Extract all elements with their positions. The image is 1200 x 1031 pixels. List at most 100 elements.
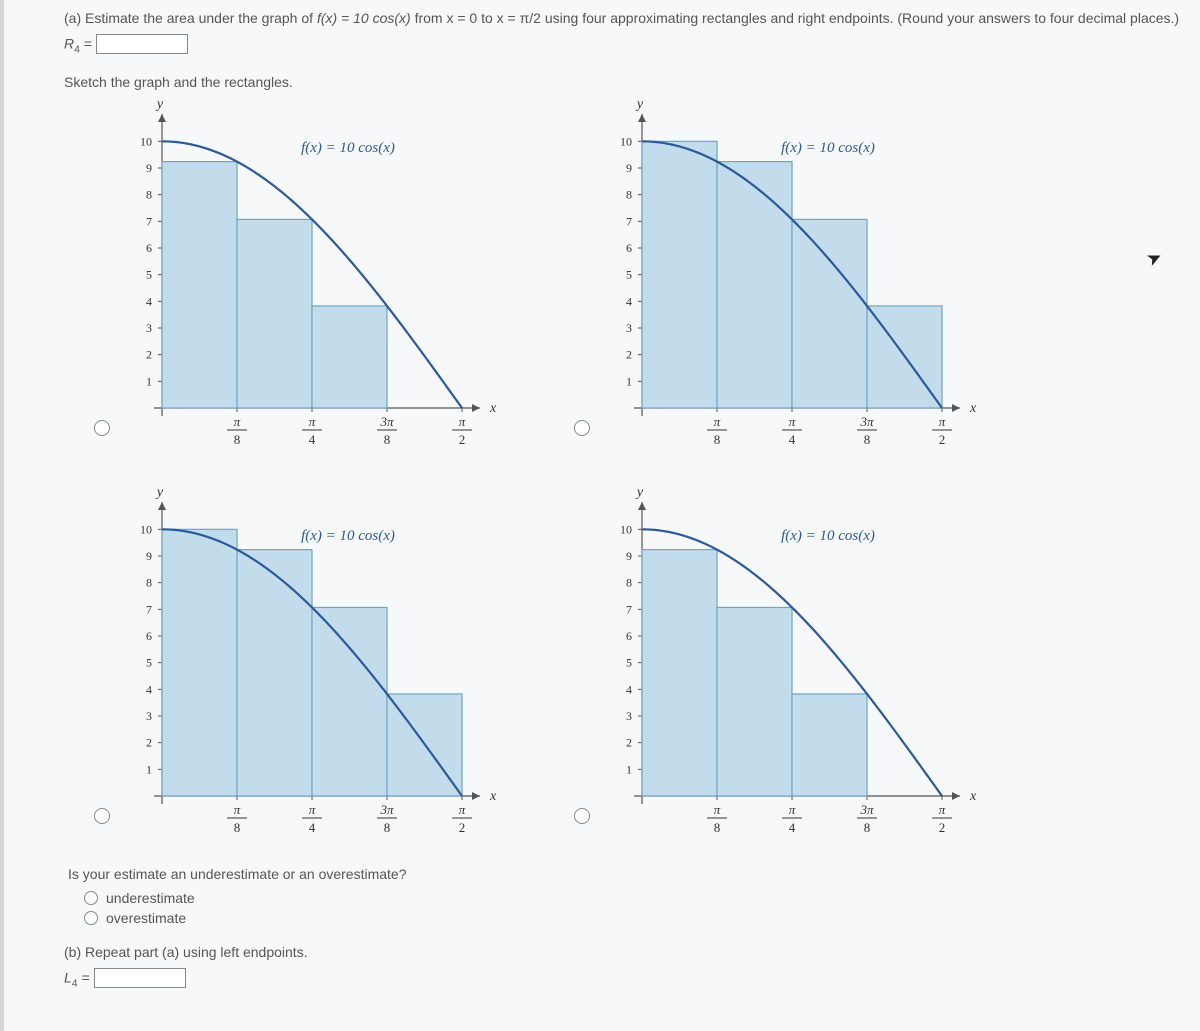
svg-text:2: 2: [939, 432, 946, 447]
svg-text:8: 8: [714, 432, 721, 447]
chart-1: 12345678910π8π43π8π2yxf(x) = 10 cos(x): [120, 98, 510, 458]
svg-text:π: π: [939, 414, 946, 429]
svg-text:1: 1: [146, 374, 152, 388]
svg-text:6: 6: [626, 241, 632, 255]
svg-text:π: π: [309, 802, 316, 817]
svg-text:y: y: [155, 486, 164, 500]
svg-text:10: 10: [620, 522, 632, 536]
svg-text:6: 6: [146, 629, 152, 643]
svg-text:y: y: [635, 98, 644, 112]
svg-text:10: 10: [620, 134, 632, 148]
qa-prefix: (a) Estimate the area under the graph of: [64, 10, 317, 26]
overestimate-label: overestimate: [106, 910, 186, 926]
svg-text:10: 10: [140, 134, 152, 148]
svg-text:2: 2: [939, 820, 946, 835]
svg-text:8: 8: [626, 575, 632, 589]
svg-text:7: 7: [146, 214, 152, 228]
r4-input[interactable]: [96, 34, 188, 54]
svg-text:4: 4: [626, 294, 632, 308]
graph-cell-1: 12345678910π8π43π8π2yxf(x) = 10 cos(x): [94, 98, 554, 458]
svg-text:1: 1: [146, 762, 152, 776]
question-b-text: (b) Repeat part (a) using left endpoints…: [64, 944, 1184, 960]
estimate-question: Is your estimate an underestimate or an …: [68, 866, 1184, 882]
l4-eq: =: [78, 969, 90, 985]
svg-text:3: 3: [146, 709, 152, 723]
graph-grid: 12345678910π8π43π8π2yxf(x) = 10 cos(x) 1…: [94, 98, 1184, 846]
svg-text:3: 3: [626, 321, 632, 335]
svg-text:8: 8: [234, 432, 241, 447]
graph-option-radio[interactable]: [94, 420, 110, 436]
svg-text:f(x) = 10 cos(x): f(x) = 10 cos(x): [781, 140, 875, 156]
svg-text:2: 2: [626, 347, 632, 361]
svg-text:4: 4: [309, 820, 316, 835]
underestimate-option[interactable]: underestimate: [84, 890, 1184, 906]
r4-input-line: R4 =: [64, 34, 1184, 55]
svg-text:y: y: [155, 98, 164, 112]
svg-text:π: π: [234, 414, 241, 429]
svg-text:8: 8: [864, 432, 871, 447]
svg-text:4: 4: [309, 432, 316, 447]
svg-text:8: 8: [626, 187, 632, 201]
svg-text:3π: 3π: [379, 802, 394, 817]
svg-text:6: 6: [146, 241, 152, 255]
svg-text:2: 2: [459, 432, 466, 447]
svg-text:8: 8: [384, 820, 391, 835]
svg-text:π: π: [789, 414, 796, 429]
svg-text:8: 8: [146, 187, 152, 201]
svg-text:8: 8: [384, 432, 391, 447]
svg-text:π: π: [789, 802, 796, 817]
svg-text:f(x) = 10 cos(x): f(x) = 10 cos(x): [301, 140, 395, 156]
svg-text:x: x: [489, 789, 497, 804]
svg-text:1: 1: [626, 762, 632, 776]
svg-text:8: 8: [234, 820, 241, 835]
svg-text:f(x) = 10 cos(x): f(x) = 10 cos(x): [301, 528, 395, 544]
svg-text:π: π: [459, 414, 466, 429]
svg-text:π: π: [459, 802, 466, 817]
svg-text:3π: 3π: [859, 802, 874, 817]
svg-text:2: 2: [146, 735, 152, 749]
svg-text:π: π: [939, 802, 946, 817]
radio-icon: [84, 911, 98, 925]
svg-text:5: 5: [146, 655, 152, 669]
svg-text:3π: 3π: [379, 414, 394, 429]
svg-text:9: 9: [626, 161, 632, 175]
svg-text:1: 1: [626, 374, 632, 388]
overestimate-option[interactable]: overestimate: [84, 910, 1184, 926]
svg-text:x: x: [969, 401, 977, 416]
svg-text:9: 9: [146, 161, 152, 175]
chart-3: 12345678910π8π43π8π2yxf(x) = 10 cos(x): [120, 486, 510, 846]
svg-text:y: y: [635, 486, 644, 500]
graph-option-radio[interactable]: [574, 808, 590, 824]
graph-cell-2: 12345678910π8π43π8π2yxf(x) = 10 cos(x): [574, 98, 1034, 458]
svg-text:8: 8: [864, 820, 871, 835]
svg-text:5: 5: [626, 267, 632, 281]
svg-text:4: 4: [789, 820, 796, 835]
graph-option-radio[interactable]: [574, 420, 590, 436]
question-a-text: (a) Estimate the area under the graph of…: [64, 8, 1184, 28]
graph-option-radio[interactable]: [94, 808, 110, 824]
l4-input-line: L4 =: [64, 968, 1184, 989]
svg-text:3π: 3π: [859, 414, 874, 429]
qa-func: f(x) = 10 cos(x): [317, 10, 411, 26]
l4-label: L: [64, 969, 72, 985]
svg-text:3: 3: [626, 709, 632, 723]
svg-text:4: 4: [626, 682, 632, 696]
svg-text:7: 7: [146, 602, 152, 616]
svg-text:7: 7: [626, 602, 632, 616]
qa-mid: from x = 0 to x = π/2 using four approxi…: [415, 10, 1180, 26]
chart-4: 12345678910π8π43π8π2yxf(x) = 10 cos(x): [600, 486, 990, 846]
l4-input[interactable]: [94, 968, 186, 988]
svg-text:f(x) = 10 cos(x): f(x) = 10 cos(x): [781, 528, 875, 544]
svg-text:9: 9: [626, 549, 632, 563]
radio-icon: [84, 891, 98, 905]
svg-text:π: π: [234, 802, 241, 817]
svg-text:x: x: [969, 789, 977, 804]
svg-text:4: 4: [789, 432, 796, 447]
svg-text:π: π: [714, 802, 721, 817]
svg-text:5: 5: [626, 655, 632, 669]
svg-text:π: π: [309, 414, 316, 429]
svg-text:x: x: [489, 401, 497, 416]
svg-text:6: 6: [626, 629, 632, 643]
sketch-label: Sketch the graph and the rectangles.: [64, 74, 1184, 90]
r4-label: R: [64, 36, 74, 52]
